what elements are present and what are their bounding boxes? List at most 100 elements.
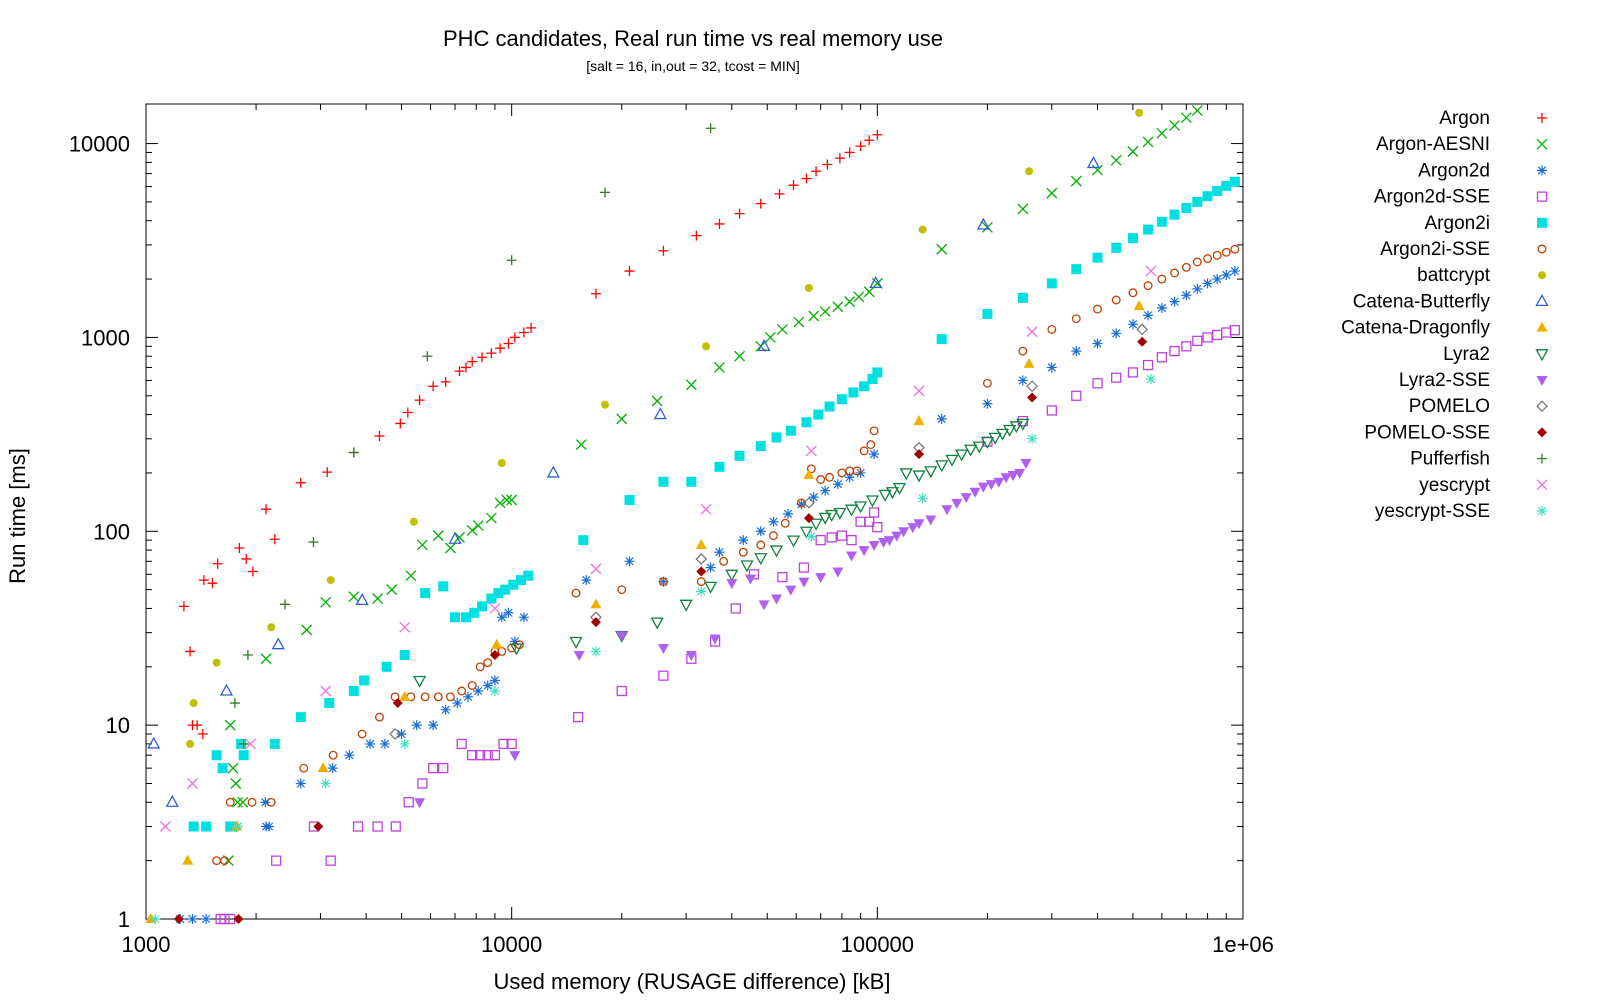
data-point	[219, 683, 234, 696]
data-point	[936, 413, 947, 424]
data-point	[395, 418, 406, 429]
data-point	[1017, 375, 1028, 386]
data-point	[685, 651, 697, 662]
data-point	[212, 558, 223, 569]
data-point	[187, 778, 198, 789]
data-point	[1180, 112, 1192, 124]
data-point	[320, 685, 332, 697]
data-point	[1127, 146, 1139, 157]
series-pomelo	[389, 323, 1149, 740]
data-point	[1071, 264, 1082, 275]
data-point	[734, 350, 746, 362]
legend-entry-argon: Argon	[1439, 108, 1547, 129]
data-point	[858, 546, 870, 557]
data-point	[982, 398, 993, 409]
data-point	[409, 517, 418, 526]
data-point	[1046, 405, 1057, 416]
data-point	[428, 762, 439, 774]
data-point	[748, 569, 760, 580]
data-point	[1092, 338, 1103, 349]
data-point	[869, 426, 879, 436]
data-point	[740, 560, 754, 573]
data-point	[590, 288, 601, 299]
data-point	[1046, 362, 1057, 373]
data-point	[804, 283, 813, 292]
data-point	[456, 738, 467, 750]
data-point	[695, 538, 707, 549]
data-point	[1135, 108, 1144, 117]
data-point	[1127, 319, 1138, 330]
data-point	[803, 469, 815, 480]
data-point	[412, 675, 427, 688]
data-point	[825, 509, 839, 522]
legend-marker	[1535, 294, 1549, 307]
data-point	[826, 532, 837, 543]
data-point	[788, 180, 799, 191]
data-point	[467, 356, 478, 367]
data-point	[1020, 459, 1032, 470]
data-point	[1128, 288, 1138, 298]
data-point	[486, 593, 497, 604]
data-point	[390, 821, 401, 832]
legend-label: Lyra2-SSE	[1399, 370, 1490, 391]
data-point	[483, 658, 493, 668]
data-point	[402, 407, 413, 418]
data-point	[1143, 310, 1154, 321]
data-point	[308, 537, 319, 548]
legend-entry-catena-dragonfly: Catena-Dragonfly	[1341, 318, 1548, 339]
data-point	[1071, 346, 1082, 357]
data-point	[936, 243, 948, 255]
data-point	[416, 539, 428, 551]
data-point	[460, 362, 471, 373]
data-point	[601, 400, 610, 409]
legend-entry-argon2i-sse: Argon2i-SSE	[1380, 239, 1547, 260]
data-point	[496, 612, 507, 623]
legend-marker	[1537, 427, 1547, 438]
data-point	[907, 523, 919, 534]
legend-label: POMELO	[1409, 396, 1490, 417]
data-point	[734, 208, 745, 219]
data-point	[1025, 167, 1034, 176]
legend-entry-argon2d-sse: Argon2d-SSE	[1374, 187, 1548, 208]
legend-entry-pomelo-sse: POMELO-SSE	[1364, 422, 1547, 443]
series-catena-dragonfly	[145, 300, 1145, 923]
data-point	[581, 575, 592, 586]
data-point	[774, 188, 785, 199]
data-point	[719, 556, 729, 566]
data-point	[428, 720, 439, 731]
data-point	[242, 650, 253, 661]
data-point	[454, 366, 465, 377]
data-point	[1014, 468, 1026, 479]
data-point	[1016, 418, 1030, 431]
data-point	[571, 588, 581, 598]
data-point	[1026, 326, 1038, 338]
data-point	[1221, 247, 1231, 257]
legend-marker	[1536, 191, 1548, 202]
x-tick-label: 100000	[841, 932, 914, 957]
data-point	[326, 576, 335, 585]
data-point	[386, 584, 398, 596]
data-point	[477, 352, 488, 363]
data-point	[730, 603, 741, 614]
data-point	[573, 711, 584, 723]
data-point	[159, 821, 171, 832]
data-point	[868, 540, 880, 551]
series-argon	[178, 129, 883, 740]
data-point	[624, 556, 635, 567]
data-point	[201, 821, 212, 832]
data-point	[714, 547, 725, 558]
data-point	[475, 750, 486, 761]
data-point	[1111, 372, 1122, 383]
data-point	[1170, 268, 1180, 278]
data-point	[755, 441, 766, 452]
data-point	[467, 750, 478, 761]
data-point	[1212, 329, 1223, 341]
data-point	[546, 465, 560, 478]
data-point	[714, 461, 725, 472]
data-point	[182, 854, 194, 865]
data-point	[734, 450, 745, 461]
series-lyra2	[412, 418, 1030, 688]
data-point	[988, 432, 1002, 445]
data-point	[381, 661, 392, 672]
data-point	[1046, 187, 1058, 199]
